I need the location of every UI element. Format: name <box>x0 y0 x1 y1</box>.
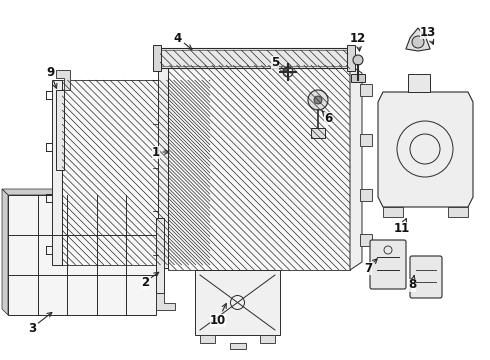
Polygon shape <box>406 28 430 51</box>
Text: 6: 6 <box>322 111 332 125</box>
Polygon shape <box>8 195 156 315</box>
Bar <box>347 45 355 71</box>
Text: 4: 4 <box>174 31 192 49</box>
Text: 5: 5 <box>271 55 287 72</box>
Polygon shape <box>2 189 8 315</box>
Text: 13: 13 <box>420 26 436 44</box>
Polygon shape <box>378 92 473 207</box>
Bar <box>153 45 161 71</box>
Text: 1: 1 <box>152 145 169 158</box>
Polygon shape <box>2 189 156 195</box>
Bar <box>448 207 468 217</box>
Circle shape <box>412 36 424 48</box>
Bar <box>56 90 64 170</box>
Polygon shape <box>56 70 70 90</box>
Bar <box>360 234 372 246</box>
Text: 12: 12 <box>350 31 366 51</box>
Text: 2: 2 <box>141 272 159 288</box>
Polygon shape <box>156 293 175 310</box>
Polygon shape <box>350 65 362 270</box>
Bar <box>408 74 430 92</box>
Polygon shape <box>160 50 348 66</box>
Bar <box>156 218 164 293</box>
Text: 7: 7 <box>364 259 377 274</box>
Circle shape <box>314 96 322 104</box>
Bar <box>311 128 325 138</box>
Polygon shape <box>62 80 210 265</box>
Bar <box>200 335 215 343</box>
Bar <box>360 189 372 201</box>
Polygon shape <box>168 65 350 270</box>
Bar <box>158 67 168 268</box>
Bar <box>229 343 245 349</box>
FancyBboxPatch shape <box>370 240 406 289</box>
Bar <box>52 80 62 265</box>
Circle shape <box>353 55 363 65</box>
Bar <box>260 335 275 343</box>
Bar <box>360 134 372 146</box>
Text: 8: 8 <box>408 275 416 292</box>
Bar <box>383 207 403 217</box>
Bar <box>195 270 280 335</box>
Text: 11: 11 <box>394 219 410 234</box>
Bar <box>158 48 350 68</box>
Text: 10: 10 <box>210 303 226 327</box>
Text: 3: 3 <box>28 312 52 334</box>
FancyBboxPatch shape <box>410 256 442 298</box>
Text: 9: 9 <box>46 66 57 88</box>
Bar <box>351 74 365 82</box>
Bar <box>360 84 372 96</box>
Circle shape <box>308 90 328 110</box>
